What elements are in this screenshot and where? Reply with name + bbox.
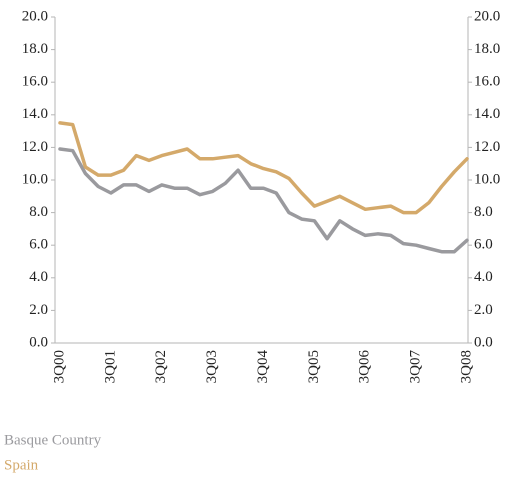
y2-tick-label: 14.0 [474,106,500,122]
y-tick-label: 8.0 [29,204,48,220]
legend-label: Basque Country [4,432,102,448]
y-tick-label: 18.0 [22,41,48,57]
y2-tick-label: 4.0 [474,269,493,285]
x-tick-label: 3Q06 [357,350,373,384]
y2-tick-label: 2.0 [474,302,493,318]
y2-tick-label: 18.0 [474,41,500,57]
x-tick-label: 3Q04 [255,350,271,384]
x-tick-label: 3Q03 [204,350,220,383]
y-tick-label: 20.0 [22,8,48,24]
y-tick-label: 0.0 [29,334,48,350]
x-tick-label: 3Q01 [102,350,118,383]
y-tick-label: 16.0 [22,74,48,90]
y-tick-label: 2.0 [29,302,48,318]
y2-tick-label: 16.0 [474,74,500,90]
y2-tick-label: 8.0 [474,204,493,220]
series-line [58,121,469,215]
y2-tick-label: 10.0 [474,171,500,187]
x-tick-label: 3Q07 [408,350,424,384]
y-tick-label: 10.0 [22,171,48,187]
y2-tick-label: 0.0 [474,334,493,350]
y-tick-label: 12.0 [22,139,48,155]
y-tick-label: 6.0 [29,237,48,253]
y2-tick-label: 20.0 [474,8,500,24]
series-line [58,147,469,254]
x-tick-label: 3Q08 [458,350,474,383]
y2-tick-label: 12.0 [474,139,500,155]
x-tick-label: 3Q02 [153,350,169,383]
x-tick-label: 3Q05 [306,350,322,383]
y-tick-label: 14.0 [22,106,48,122]
y-tick-label: 4.0 [29,269,48,285]
y2-tick-label: 6.0 [474,237,493,253]
legend-label: Spain [4,457,39,473]
x-tick-label: 3Q00 [51,350,67,383]
